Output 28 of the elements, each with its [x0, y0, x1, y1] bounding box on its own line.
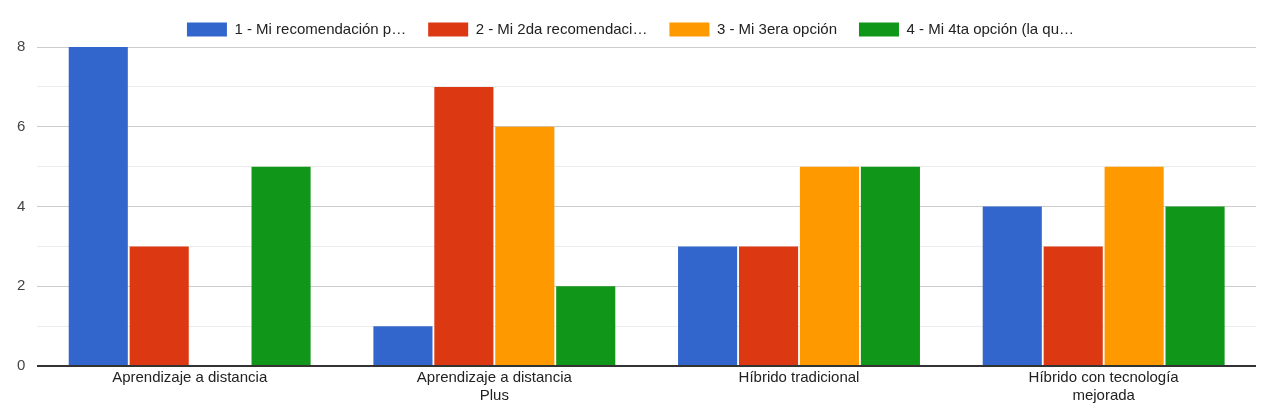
x-tick-label: Aprendizaje a distancia — [112, 368, 268, 386]
bar — [1043, 246, 1103, 365]
bar — [860, 166, 920, 365]
legend-label: 3 - Mi 3era opción — [716, 19, 837, 37]
y-tick-label: 8 — [17, 37, 26, 55]
bar — [68, 47, 128, 365]
y-tick-label: 2 — [17, 276, 26, 294]
legend-label: 2 - Mi 2da recomendaci… — [475, 19, 648, 37]
bar — [1104, 166, 1164, 365]
bar — [1165, 206, 1225, 365]
bar — [982, 206, 1042, 365]
bar — [738, 246, 799, 365]
bar — [495, 126, 555, 365]
legend-label: 4 - Mi 4ta opción (la qu… — [906, 19, 1075, 37]
y-tick-label: 4 — [17, 196, 26, 214]
bar — [251, 166, 311, 365]
bar — [129, 246, 189, 365]
y-tick-label: 0 — [17, 356, 26, 374]
x-tick-label: Híbrido tradicional — [738, 368, 860, 386]
bar — [373, 326, 433, 365]
bar — [799, 166, 860, 365]
legend-label: 1 - Mi recomendación p… — [234, 19, 407, 37]
y-tick-label: 6 — [17, 116, 26, 134]
x-tick-label: Aprendizaje a distancia Plus — [416, 368, 573, 404]
x-tick-label: Híbrido con tecnología mejorada — [1028, 368, 1180, 404]
bar — [434, 86, 494, 365]
bar — [556, 286, 616, 365]
bar — [678, 246, 738, 365]
